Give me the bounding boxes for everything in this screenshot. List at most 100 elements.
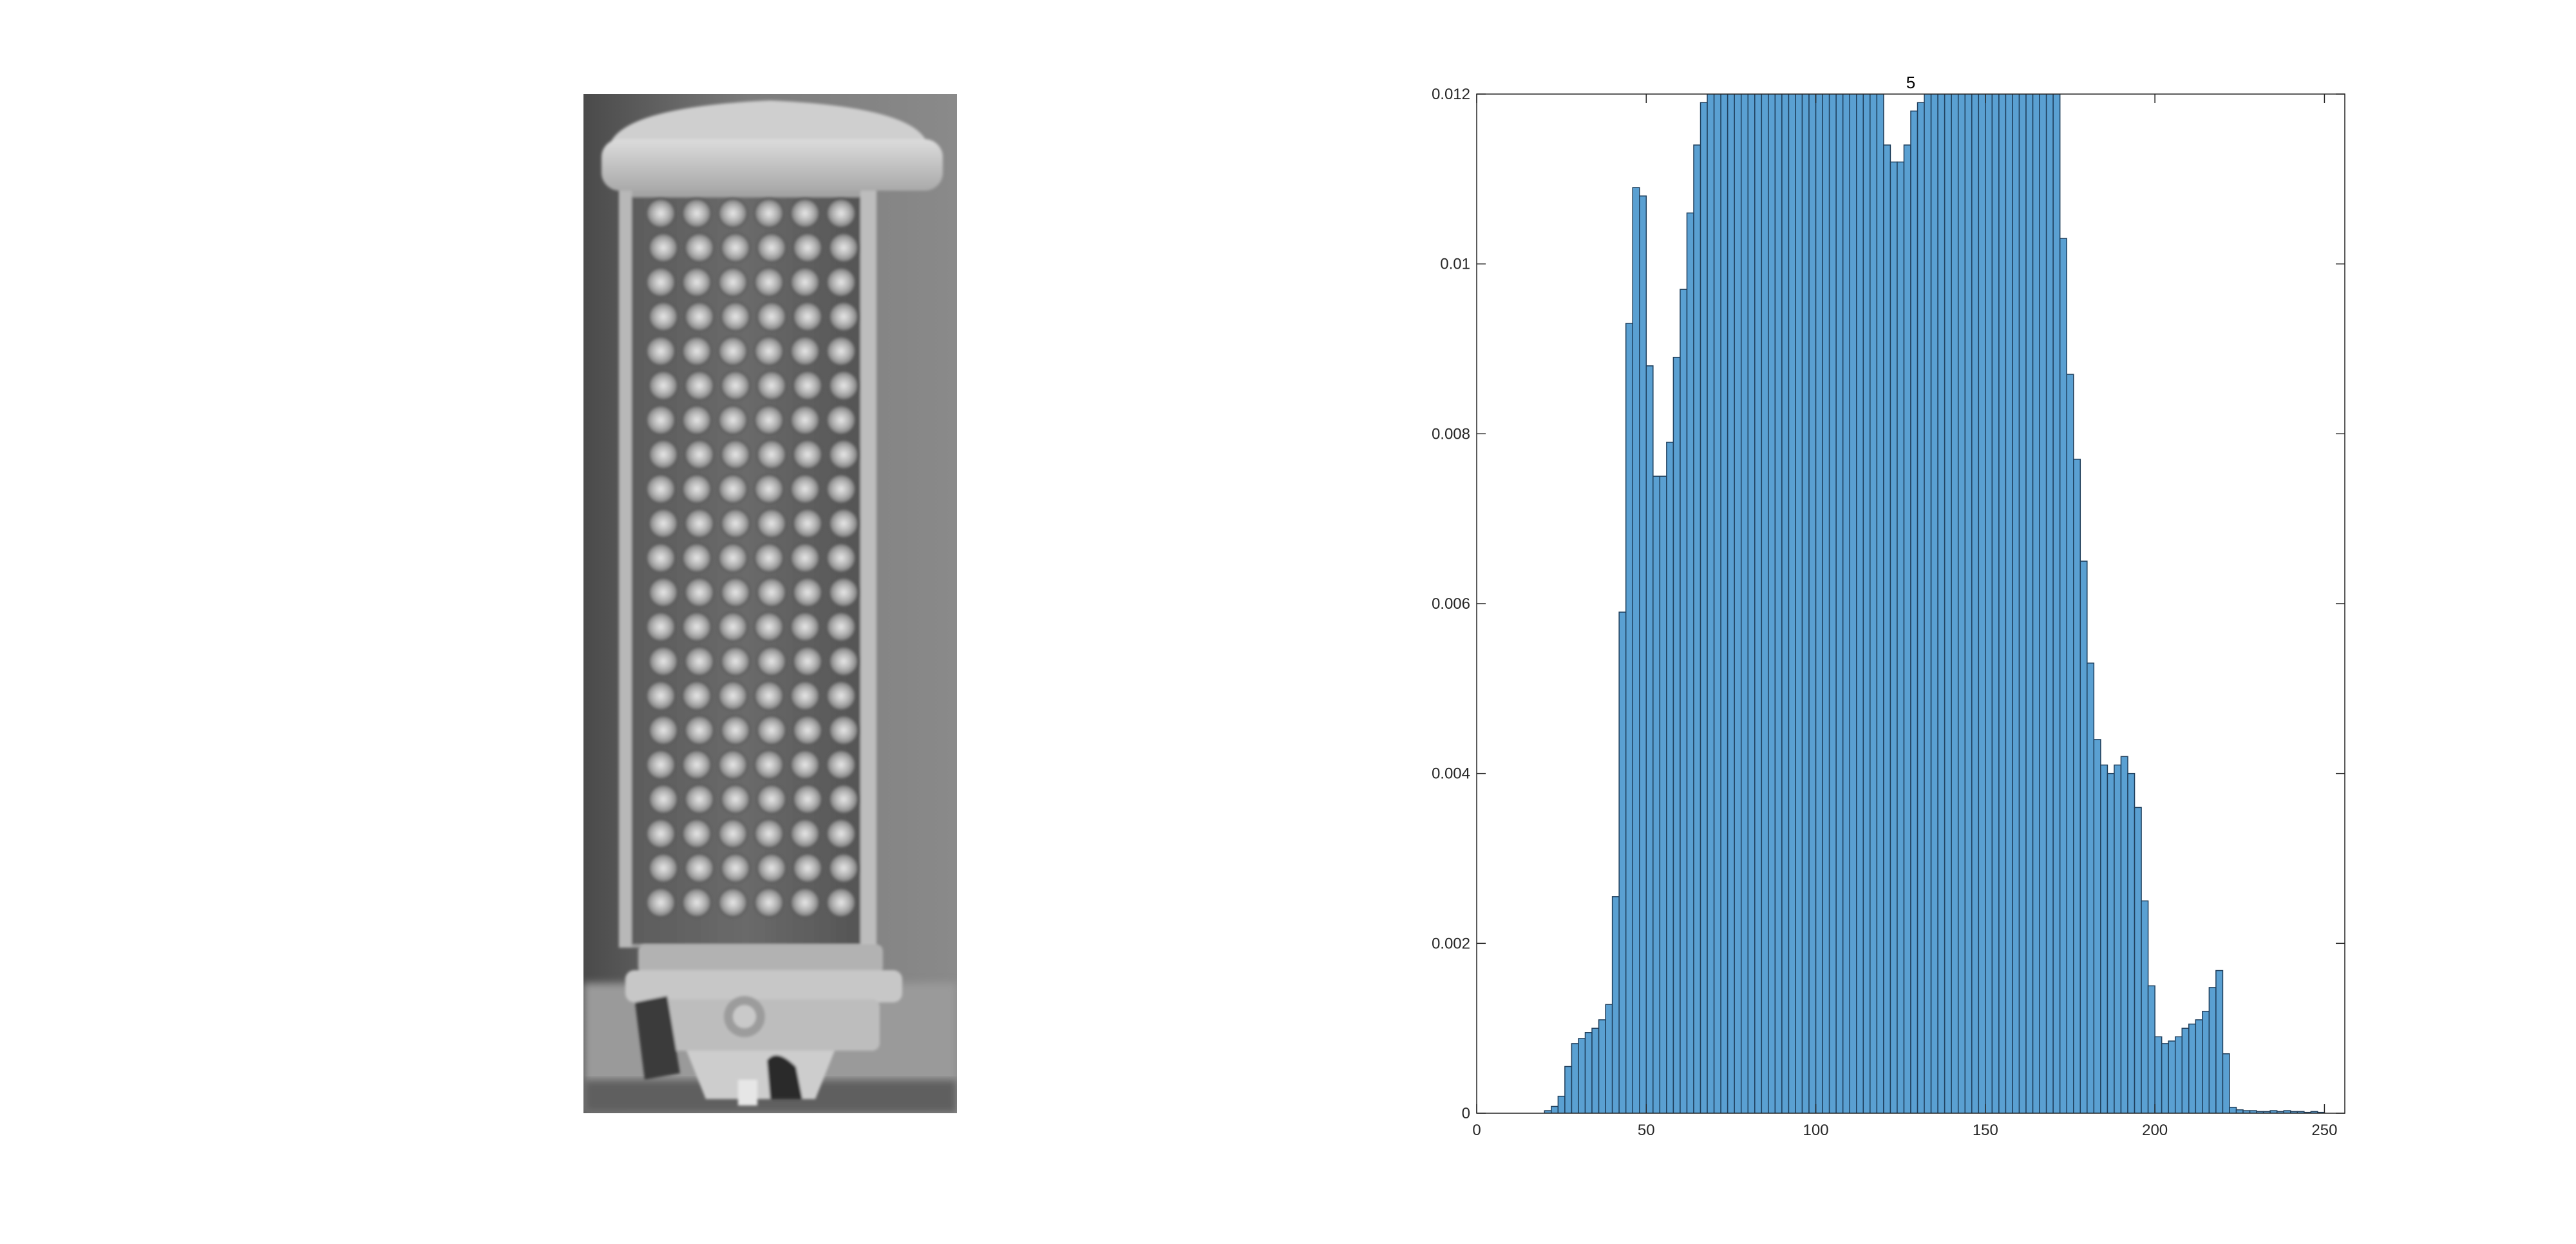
histogram-bar: [2195, 1019, 2203, 1113]
x-tick-label: 0: [1472, 1122, 1481, 1139]
led-icon: [829, 577, 858, 608]
led-icon: [646, 405, 676, 435]
led-icon: [685, 508, 714, 539]
histogram-bar: [1754, 94, 1763, 1113]
histogram-bar: [1774, 94, 1783, 1113]
histogram-bar: [1768, 94, 1776, 1113]
histogram-bar: [2107, 772, 2115, 1113]
y-tick-label: 0.01: [1440, 256, 1470, 273]
led-icon: [682, 819, 712, 848]
led-icon: [826, 405, 856, 435]
histogram-bar: [1835, 94, 1844, 1113]
histogram-bar: [1645, 365, 1654, 1113]
led-icon: [649, 577, 678, 608]
led-icon: [757, 853, 786, 883]
led-icon: [682, 198, 712, 228]
histogram-bar: [1734, 94, 1742, 1113]
histogram-bar: [1788, 94, 1796, 1113]
histogram-bar: [2012, 94, 2020, 1113]
histogram-bar: [2087, 662, 2095, 1113]
histogram-bar: [2235, 1109, 2244, 1113]
led-icon: [682, 750, 712, 780]
histogram-bar: [2154, 1036, 2163, 1113]
led-icon: [793, 233, 822, 263]
led-icon: [682, 612, 712, 642]
led-icon: [649, 646, 678, 676]
led-icon: [754, 681, 784, 711]
y-tick-label: 0: [1462, 1105, 1470, 1122]
led-icon: [646, 336, 676, 366]
led-icon: [721, 301, 750, 332]
y-tick-label: 0.006: [1432, 595, 1470, 613]
histogram-bar: [1801, 94, 1810, 1113]
histogram-bar: [1720, 94, 1728, 1113]
led-icon: [718, 750, 748, 780]
led-lamp-grayscale-photo: [583, 94, 957, 1113]
led-icon: [754, 750, 784, 780]
histogram-bar: [2134, 807, 2142, 1113]
led-icon: [790, 543, 820, 573]
led-icon: [829, 715, 858, 745]
led-icon: [649, 370, 678, 401]
led-icon: [682, 543, 712, 573]
led-icon: [646, 474, 676, 504]
led-icon: [646, 198, 676, 228]
led-icon: [793, 784, 822, 814]
led-icon: [790, 612, 820, 642]
histogram-bar: [1849, 94, 1857, 1113]
x-tick-label: 50: [1638, 1122, 1655, 1139]
led-icon: [682, 474, 712, 504]
led-icon: [793, 577, 822, 608]
histogram-bar: [1700, 102, 1708, 1113]
led-icon: [826, 819, 856, 848]
histogram-bar: [1910, 110, 1918, 1113]
histogram-bar: [1740, 94, 1748, 1113]
histogram-bar: [2174, 1036, 2183, 1113]
histogram-bar: [1591, 1028, 1600, 1113]
x-axis-ticks: 0 50 100 150 200 250: [1472, 94, 2337, 1139]
histogram-bar: [1951, 94, 1959, 1113]
histogram-bar: [2120, 756, 2128, 1113]
led-icon: [685, 784, 714, 814]
histogram-bar: [1584, 1032, 1593, 1113]
led-icon: [718, 267, 748, 297]
histogram-bar: [1856, 94, 1864, 1113]
histogram-bar: [2161, 1043, 2169, 1113]
led-icon: [685, 439, 714, 470]
histogram-bar: [1795, 94, 1803, 1113]
led-icon: [826, 612, 856, 642]
led-icon: [790, 888, 820, 917]
led-icon: [826, 198, 856, 228]
led-icon: [793, 508, 822, 539]
led-icon: [646, 681, 676, 711]
led-icon: [790, 819, 820, 848]
histogram-bar: [1686, 212, 1694, 1113]
led-icon: [682, 405, 712, 435]
led-icon: [718, 819, 748, 848]
led-icon: [826, 543, 856, 573]
led-icon: [718, 612, 748, 642]
histogram-bar: [2181, 1028, 2190, 1113]
led-icon: [754, 612, 784, 642]
led-icon: [793, 370, 822, 401]
led-icon: [757, 233, 786, 263]
led-icon: [685, 233, 714, 263]
histogram-bar: [1727, 94, 1735, 1113]
histogram-bar: [2208, 987, 2217, 1113]
led-icon: [793, 853, 822, 883]
histogram-bar: [2032, 94, 2040, 1113]
histogram-bar: [1862, 94, 1871, 1113]
histogram-bar: [2147, 985, 2155, 1113]
histogram-bar: [2005, 94, 2013, 1113]
histogram-bar: [1978, 94, 1986, 1113]
histogram-bar: [1991, 94, 2000, 1113]
histogram-bar: [1917, 102, 1925, 1113]
y-tick-label: 0.008: [1432, 425, 1470, 443]
led-icon: [790, 750, 820, 780]
led-icon: [685, 577, 714, 608]
led-icon: [721, 577, 750, 608]
histogram-bar: [2188, 1023, 2197, 1113]
histogram-bar: [2018, 94, 2027, 1113]
led-icon: [829, 233, 858, 263]
